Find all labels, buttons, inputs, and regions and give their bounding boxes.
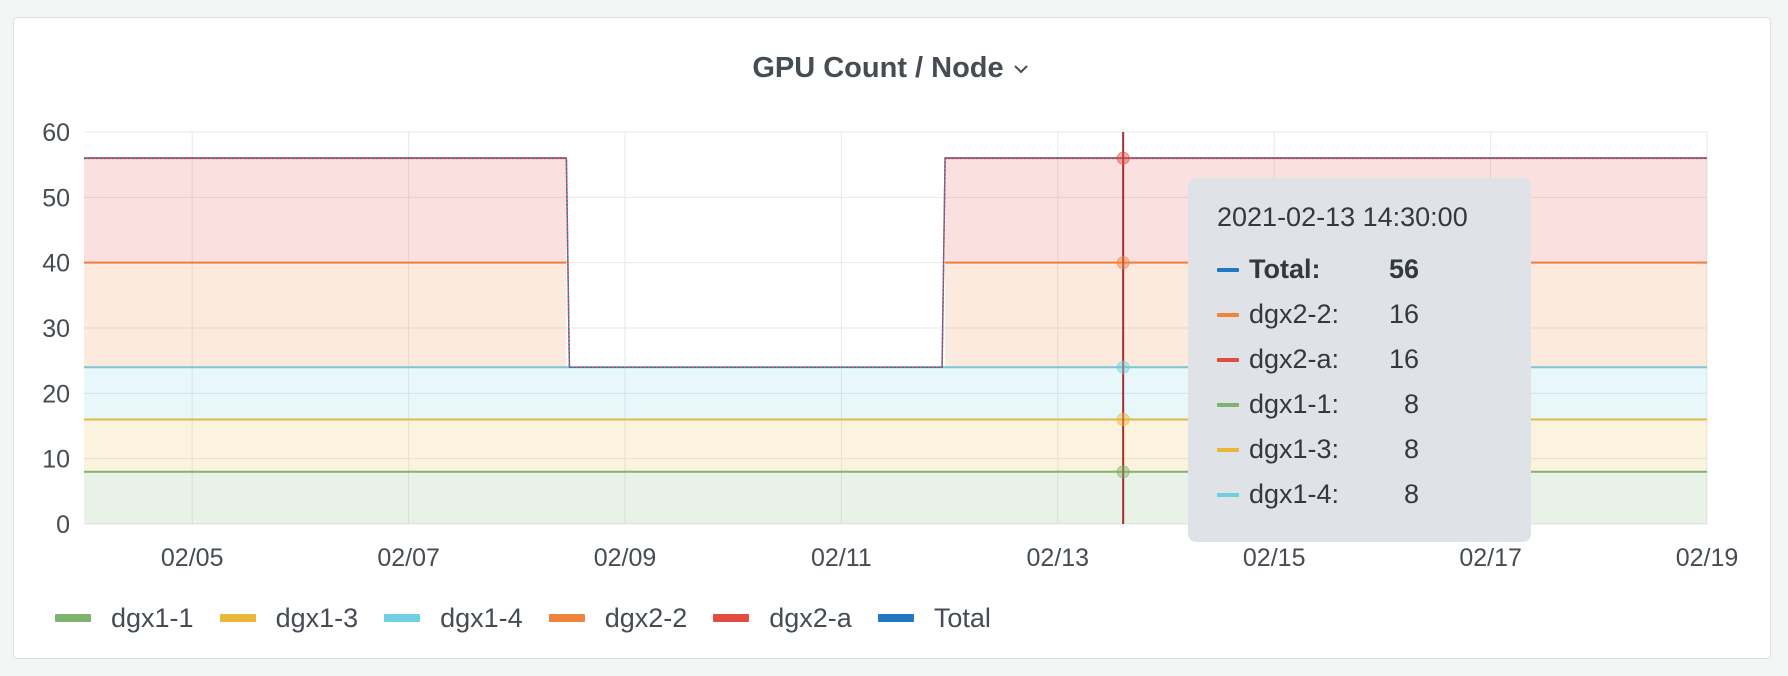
legend-swatch xyxy=(219,614,256,622)
tooltip-series-name: dgx2-2: xyxy=(1249,299,1340,329)
x-tick-label: 02/05 xyxy=(161,544,224,572)
legend-label: dgx2-a xyxy=(769,602,852,633)
x-tick-label: 02/07 xyxy=(377,544,440,572)
tooltip-row: dgx1-4: 8 xyxy=(1217,472,1531,517)
x-tick-label: 02/09 xyxy=(594,544,657,572)
tooltip-series-value: 8 xyxy=(1403,389,1419,419)
legend-label: Total xyxy=(933,602,991,633)
tooltip-swatch xyxy=(1217,492,1239,497)
legend-item-Total[interactable]: Total xyxy=(877,602,991,634)
tooltip-series-name: dgx1-3: xyxy=(1249,434,1340,464)
panel-title-text: GPU Count / Node xyxy=(752,52,1004,84)
tooltip-series-name: dgx1-4: xyxy=(1249,479,1340,509)
tooltip-row: Total: 56 xyxy=(1217,247,1531,292)
tooltip-row: dgx2-2: 16 xyxy=(1217,292,1531,337)
hover-tooltip: 2021-02-13 14:30:00 Total: 56 dgx2-2: 16 dgx… xyxy=(1188,178,1531,542)
tooltip-series-value: 8 xyxy=(1403,434,1419,464)
x-tick-label: 02/19 xyxy=(1676,544,1739,572)
y-tick-label: 20 xyxy=(42,380,70,408)
hover-point-dgx1-1 xyxy=(1116,465,1130,479)
legend-swatch xyxy=(877,614,914,622)
chart-legend: dgx1-1 dgx1-3 dgx1-4 dgx2-2 dgx2-a Total xyxy=(55,598,991,638)
area-dgx2-a xyxy=(84,158,567,263)
x-tick-label: 02/13 xyxy=(1027,544,1090,572)
legend-swatch xyxy=(55,614,91,622)
tooltip-series-value: 16 xyxy=(1388,344,1419,374)
tooltip-series-value: 56 xyxy=(1388,254,1419,284)
legend-label: dgx1-4 xyxy=(440,602,523,633)
y-tick-label: 60 xyxy=(42,119,70,147)
y-tick-label: 0 xyxy=(56,511,70,539)
tooltip-row: dgx1-1: 8 xyxy=(1217,382,1531,427)
y-tick-label: 30 xyxy=(42,315,70,343)
chevron-down-icon[interactable] xyxy=(1010,58,1032,80)
legend-swatch xyxy=(384,614,421,622)
y-tick-label: 50 xyxy=(42,184,70,212)
legend-item-dgx2-2[interactable]: dgx2-2 xyxy=(548,602,688,634)
legend-item-dgx1-3[interactable]: dgx1-3 xyxy=(219,602,359,634)
tooltip-swatch xyxy=(1217,312,1239,317)
legend-label: dgx1-3 xyxy=(275,602,359,633)
tooltip-series-name: dgx1-1: xyxy=(1249,389,1340,419)
legend-swatch xyxy=(713,614,750,622)
tooltip-series-name: dgx2-a: xyxy=(1249,344,1340,374)
tooltip-time: 2021-02-13 14:30:00 xyxy=(1217,202,1468,232)
hover-point-dgx2-2 xyxy=(1116,256,1130,270)
line-Total xyxy=(84,157,1707,368)
x-tick-label: 02/15 xyxy=(1243,544,1306,572)
hover-point-dgx2-a xyxy=(1116,151,1130,165)
tooltip-swatch xyxy=(1217,447,1239,452)
x-tick-label: 02/11 xyxy=(811,544,872,572)
legend-item-dgx2-a[interactable]: dgx2-a xyxy=(713,603,852,634)
tooltip-series-name: Total: xyxy=(1249,254,1321,284)
legend-item-dgx1-4[interactable]: dgx1-4 xyxy=(384,603,523,634)
hover-point-dgx1-4 xyxy=(1116,360,1130,374)
legend-swatch xyxy=(548,614,585,622)
tooltip-swatch xyxy=(1217,357,1239,362)
y-tick-label: 10 xyxy=(42,446,70,474)
legend-label: dgx1-1 xyxy=(111,602,194,633)
legend-label: dgx2-2 xyxy=(604,602,688,633)
legend-item-dgx1-1[interactable]: dgx1-1 xyxy=(55,603,194,634)
hover-point-dgx1-3 xyxy=(1116,412,1130,426)
tooltip-series-value: 8 xyxy=(1403,479,1419,509)
tooltip-swatch xyxy=(1217,402,1239,407)
tooltip-row: dgx2-a: 16 xyxy=(1217,337,1531,382)
tooltip-swatch xyxy=(1217,267,1239,272)
tooltip-series-value: 16 xyxy=(1388,299,1419,329)
tooltip-row: dgx1-3: 8 xyxy=(1217,427,1531,472)
x-tick-label: 02/17 xyxy=(1459,544,1522,572)
panel-title[interactable]: GPU Count / Node xyxy=(14,52,1770,85)
area-dgx2-2 xyxy=(84,262,567,368)
y-tick-label: 40 xyxy=(42,250,70,278)
